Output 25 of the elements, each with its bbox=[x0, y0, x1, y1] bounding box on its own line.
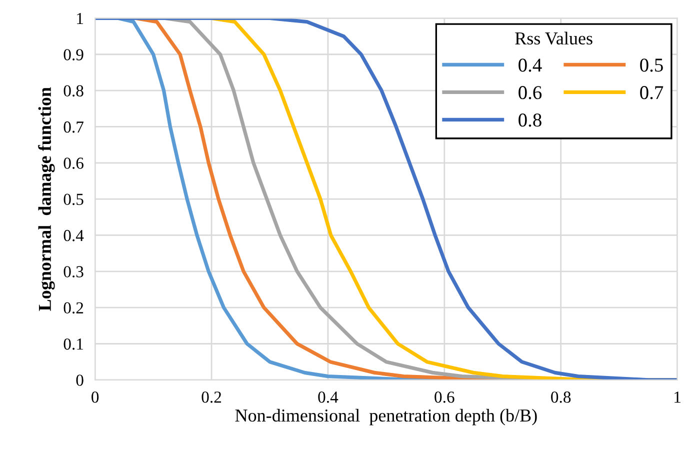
legend-label: 0.6 bbox=[518, 86, 542, 100]
legend-label: 0.4 bbox=[518, 58, 542, 72]
y-tick-label: 0.4 bbox=[64, 230, 84, 242]
x-tick-label: 0.2 bbox=[202, 392, 222, 403]
legend-title: Rss Values bbox=[515, 32, 592, 45]
x-tick-label: 1 bbox=[674, 392, 680, 403]
y-tick-label: 1 bbox=[77, 12, 83, 24]
y-tick-label: 0.9 bbox=[64, 49, 84, 60]
y-axis-title: Lognormal damage function bbox=[38, 87, 55, 311]
x-tick-label: 0.4 bbox=[318, 392, 338, 403]
x-tick-label: 0.6 bbox=[434, 392, 454, 403]
legend-label: 0.5 bbox=[640, 58, 663, 72]
x-tick-label: 0 bbox=[92, 392, 99, 403]
y-tick-label: 0.8 bbox=[64, 85, 84, 97]
y-tick-label: 0.1 bbox=[64, 338, 83, 350]
y-tick-label: 0.7 bbox=[64, 121, 84, 133]
y-tick-label: 0 bbox=[76, 374, 84, 386]
legend-label: 0.7 bbox=[640, 86, 664, 100]
y-tick-label: 0.6 bbox=[64, 158, 84, 169]
x-tick-label: 0.8 bbox=[551, 392, 571, 403]
y-tick-label: 0.2 bbox=[64, 302, 84, 314]
y-tick-label: 0.3 bbox=[64, 266, 84, 278]
legend-label: 0.8 bbox=[518, 114, 542, 127]
y-tick-label: 0.5 bbox=[64, 194, 84, 206]
x-axis-title: Non-dimensional penetration depth (b/B) bbox=[235, 408, 537, 426]
